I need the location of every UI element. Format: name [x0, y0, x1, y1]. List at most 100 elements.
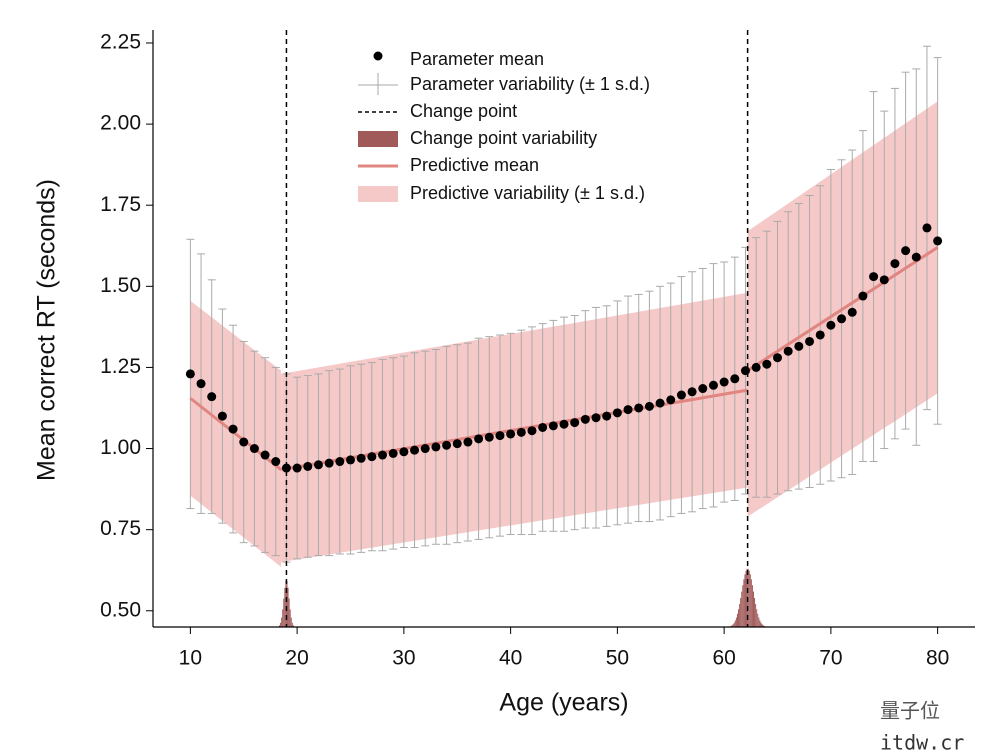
point	[378, 450, 388, 460]
point	[858, 291, 868, 301]
y-tick-label: 2.25	[100, 31, 141, 54]
change-point-density	[762, 625, 764, 627]
change-point-density	[281, 617, 283, 627]
change-point-density	[758, 617, 760, 627]
point	[463, 437, 473, 447]
point	[773, 353, 783, 363]
change-point-density	[733, 622, 735, 627]
point	[805, 336, 815, 346]
change-point-density	[760, 622, 762, 627]
point	[762, 359, 772, 369]
change-point-density	[282, 609, 284, 627]
point	[847, 307, 857, 317]
change-point-density	[741, 591, 743, 627]
watermark: itdw.cr	[880, 731, 964, 752]
point	[612, 408, 622, 418]
point	[420, 444, 430, 454]
x-tick-label: 10	[179, 647, 202, 670]
point	[506, 429, 516, 439]
change-point-density	[286, 580, 288, 627]
point	[676, 390, 686, 400]
change-point-density	[742, 585, 744, 627]
point	[410, 445, 420, 455]
point	[516, 427, 526, 437]
point	[869, 272, 879, 282]
change-point-density	[744, 574, 746, 627]
legend-marker	[358, 131, 398, 147]
change-point-density	[738, 609, 740, 627]
point	[708, 380, 718, 390]
x-tick-label: 40	[499, 647, 522, 670]
change-point-density	[750, 579, 752, 627]
point	[826, 320, 836, 330]
point	[452, 439, 462, 449]
point	[591, 413, 601, 423]
point	[548, 421, 558, 431]
x-tick-label: 20	[285, 647, 308, 670]
point	[249, 444, 259, 454]
point	[623, 405, 633, 415]
change-point-density	[285, 580, 287, 627]
point	[495, 431, 505, 441]
y-tick-label: 1.00	[100, 436, 141, 459]
x-tick-label: 70	[819, 647, 842, 670]
point	[933, 236, 943, 246]
point	[281, 463, 291, 473]
point	[484, 432, 494, 442]
y-tick-label: 0.50	[100, 598, 141, 621]
change-point-density	[735, 617, 737, 627]
predictive-mean	[746, 246, 939, 372]
change-point-density	[280, 622, 282, 627]
x-tick-label: 50	[606, 647, 629, 670]
point	[719, 377, 729, 387]
point	[538, 422, 548, 432]
point	[837, 314, 847, 324]
change-point-density	[279, 625, 281, 627]
point	[783, 346, 793, 356]
point	[655, 398, 665, 408]
change-point-density	[748, 570, 750, 627]
point	[324, 458, 334, 468]
change-point-density	[759, 620, 761, 627]
change-point-density	[731, 625, 733, 627]
point	[794, 341, 804, 351]
point	[207, 392, 217, 402]
legend-marker	[358, 186, 398, 202]
change-point-density	[736, 613, 738, 627]
point	[559, 419, 569, 429]
point	[185, 369, 195, 379]
point	[239, 437, 249, 447]
change-point-density	[291, 622, 293, 627]
change-point-density	[752, 591, 754, 627]
change-point-density	[288, 598, 290, 627]
x-tick-label: 60	[712, 647, 735, 670]
point	[730, 374, 740, 384]
change-point-density	[756, 609, 758, 627]
y-tick-label: 0.75	[100, 517, 141, 540]
predictive-band	[281, 292, 748, 563]
change-point-density	[751, 585, 753, 627]
point	[292, 463, 302, 473]
y-tick-label: 1.75	[100, 193, 141, 216]
point	[666, 395, 676, 405]
point	[815, 330, 825, 340]
point	[196, 379, 206, 389]
point	[580, 414, 590, 424]
change-point-density	[732, 624, 734, 627]
point	[431, 442, 441, 452]
change-point-density	[755, 603, 757, 627]
legend-label: Change point variability	[410, 128, 597, 148]
point	[602, 411, 612, 421]
change-point-density	[754, 597, 756, 627]
point	[442, 440, 452, 450]
y-axis-label: Mean correct RT (seconds)	[33, 179, 61, 481]
point	[890, 259, 900, 269]
point	[698, 384, 708, 394]
point	[644, 401, 654, 411]
legend-label: Change point	[410, 101, 517, 121]
point	[303, 461, 313, 471]
point	[388, 448, 398, 458]
legend-label: Parameter mean	[410, 49, 544, 69]
change-point-density	[749, 574, 751, 627]
